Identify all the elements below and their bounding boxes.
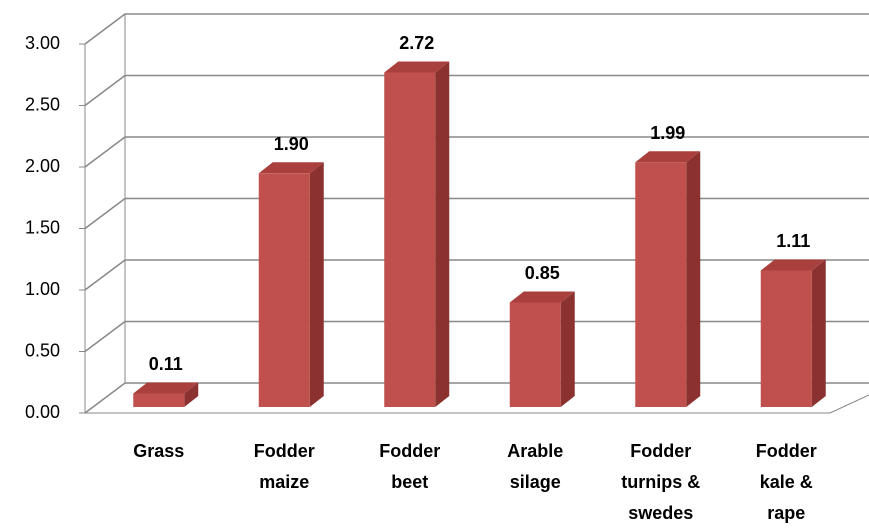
- bar: [509, 302, 561, 407]
- y-tick-label: 2.00: [25, 156, 60, 176]
- x-tick-label: Arable: [507, 441, 563, 461]
- x-tick-label: silage: [510, 472, 561, 492]
- data-label: 1.99: [650, 123, 685, 143]
- bar-top: [509, 291, 575, 303]
- bar-side: [686, 151, 701, 407]
- y-tick-label: 2.50: [25, 94, 60, 114]
- grid-line: [84, 13, 869, 45]
- bar: [133, 393, 185, 407]
- y-tick-label: 0.00: [25, 402, 60, 422]
- bar-top: [133, 382, 199, 394]
- bar: [760, 270, 812, 407]
- bar-top: [384, 61, 450, 73]
- x-tick-label: Fodder: [630, 441, 691, 461]
- x-tick-label: Fodder: [379, 441, 440, 461]
- data-label: 2.72: [399, 33, 434, 53]
- bar-top: [635, 151, 701, 163]
- grid-line: [84, 197, 869, 230]
- x-tick-label: rape: [767, 503, 805, 523]
- grid-line: [84, 74, 869, 107]
- grid-line: [84, 136, 869, 168]
- x-tick-label: kale &: [760, 472, 813, 492]
- bar-side: [435, 61, 450, 407]
- bar-top: [760, 259, 826, 271]
- x-tick-label: beet: [391, 472, 428, 492]
- x-tick-label: turnips &: [621, 472, 700, 492]
- floor-edge: [829, 394, 869, 414]
- data-label: 0.85: [525, 263, 560, 283]
- grid-line: [84, 259, 869, 291]
- bar-side: [309, 162, 324, 407]
- y-tick-label: 3.00: [25, 33, 60, 53]
- bar-side: [560, 291, 575, 407]
- grid-line: [84, 320, 869, 353]
- bar-side: [811, 259, 826, 407]
- data-label: 0.11: [149, 354, 183, 374]
- bar-side: [184, 382, 199, 407]
- x-tick-label: swedes: [628, 503, 693, 523]
- bar: [258, 173, 310, 407]
- x-tick-label: Grass: [133, 441, 184, 461]
- x-tick-label: Fodder: [254, 441, 315, 461]
- data-label: 1.90: [274, 134, 309, 154]
- y-tick-label: 1.50: [25, 217, 60, 237]
- y-tick-label: 0.50: [25, 340, 60, 360]
- y-tick-label: 1.00: [25, 279, 60, 299]
- x-tick-label: maize: [259, 472, 309, 492]
- grid-line: [84, 382, 869, 414]
- data-label: 1.11: [776, 231, 810, 251]
- x-tick-label: Fodder: [756, 441, 817, 461]
- bar: [384, 72, 436, 407]
- bar-top: [258, 162, 324, 174]
- bar: [635, 162, 687, 407]
